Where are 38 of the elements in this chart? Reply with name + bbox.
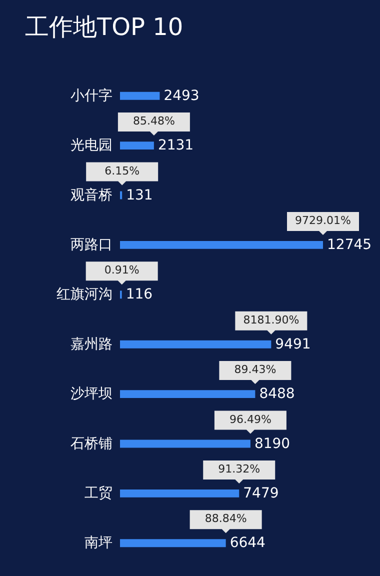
y-tick-label: 工贸 xyxy=(84,485,112,502)
y-tick-label: 两路口 xyxy=(70,236,112,253)
bar xyxy=(120,142,154,150)
annotation: 6.15% xyxy=(104,164,140,178)
data-label: 6644 xyxy=(230,535,266,552)
annotation: 88.84% xyxy=(204,512,247,526)
y-tick-label: 观音桥 xyxy=(70,187,112,204)
y-tick-label: 嘉州路 xyxy=(70,336,112,352)
annotation: 9729.01% xyxy=(295,214,351,227)
data-label: 2493 xyxy=(164,88,200,104)
annotation: 0.91% xyxy=(104,264,140,277)
bar xyxy=(120,92,160,100)
bar xyxy=(120,440,250,448)
y-tick-label: 光电园 xyxy=(70,138,112,154)
annotation: 89.43% xyxy=(234,363,276,376)
annotation: 96.49% xyxy=(229,412,272,426)
data-label: 9491 xyxy=(275,336,311,352)
data-label: 131 xyxy=(126,187,153,204)
data-label: 2131 xyxy=(158,138,194,154)
data-label: 7479 xyxy=(243,485,279,502)
y-tick-label: 红旗河沟 xyxy=(56,286,112,303)
data-label: 116 xyxy=(126,286,153,303)
chart-title: 工作地TOP 10 xyxy=(25,12,184,42)
annotation: 85.48% xyxy=(132,114,175,128)
y-tick-label: 南坪 xyxy=(84,535,112,552)
bar xyxy=(120,240,323,249)
data-label: 8488 xyxy=(259,386,295,402)
y-tick-label: 小什字 xyxy=(70,88,112,104)
bar xyxy=(120,489,240,498)
annotation: 8181.90% xyxy=(243,313,300,326)
y-tick-label: 石桥铺 xyxy=(70,436,112,452)
data-label: 8190 xyxy=(254,436,290,452)
data-label: 12745 xyxy=(327,236,372,253)
y-tick-label: 沙坪坝 xyxy=(70,386,112,402)
bar xyxy=(120,390,256,398)
bar xyxy=(120,340,272,348)
bar xyxy=(120,539,226,548)
annotation: 91.32% xyxy=(218,462,260,476)
